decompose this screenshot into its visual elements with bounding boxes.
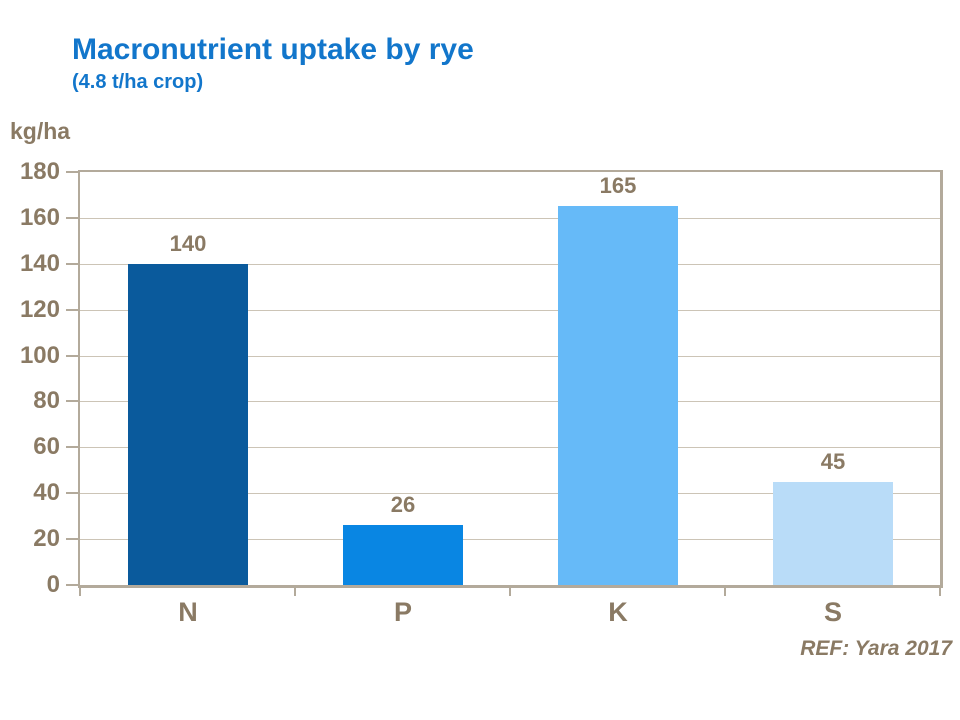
y-axis-label: 140 — [19, 250, 60, 277]
y-axis-label: 60 — [33, 433, 60, 460]
chart-subtitle: (4.8 t/ha crop) — [72, 71, 204, 93]
bar-value-label: 26 — [390, 492, 416, 517]
y-axis: 0 20 40 60 80 100 120 140 160 180 — [0, 158, 60, 598]
y-tick — [66, 263, 80, 265]
bar-value-label: 45 — [820, 449, 846, 474]
x-tick — [294, 588, 296, 596]
y-axis-label: 20 — [33, 525, 60, 552]
x-tick — [939, 588, 941, 596]
y-axis-label: 100 — [19, 342, 60, 369]
y-tick — [66, 492, 80, 494]
y-axis-label: 160 — [19, 204, 60, 231]
x-axis-label: N — [178, 597, 198, 627]
x-axis-label: S — [823, 597, 843, 627]
x-tick — [509, 588, 511, 596]
y-tick — [66, 355, 80, 357]
bar-value-label: 140 — [169, 231, 207, 256]
gridline — [80, 539, 940, 540]
y-axis-label: 80 — [33, 387, 60, 414]
y-tick — [66, 446, 80, 448]
plot-area: 140 26 165 45 — [78, 170, 943, 588]
y-axis-label: 180 — [19, 158, 60, 185]
gridline — [80, 493, 940, 494]
y-axis-label: 0 — [46, 571, 60, 598]
x-tick — [724, 588, 726, 596]
reference-text: REF: Yara 2017 — [800, 637, 952, 660]
gridline — [80, 218, 940, 219]
bar-K — [558, 206, 678, 585]
y-tick — [66, 309, 80, 311]
gridline — [80, 401, 940, 402]
gridline — [80, 356, 940, 357]
y-axis-unit-label: kg/ha — [10, 118, 71, 144]
x-tick — [79, 588, 81, 596]
gridline — [80, 447, 940, 448]
bar-value-label: 165 — [599, 173, 637, 198]
y-axis-label: 40 — [33, 479, 60, 506]
bar-P — [343, 525, 463, 585]
y-axis-label: 120 — [19, 296, 60, 323]
chart-title: Macronutrient uptake by rye — [72, 33, 474, 66]
y-tick — [66, 584, 80, 586]
y-tick — [66, 217, 80, 219]
x-axis-label: K — [608, 597, 628, 627]
x-axis-label: P — [393, 597, 413, 627]
gridline — [80, 264, 940, 265]
bar-N — [128, 264, 248, 585]
y-tick — [66, 400, 80, 402]
bar-S — [773, 482, 893, 585]
y-tick — [66, 171, 80, 173]
gridline — [80, 310, 940, 311]
y-tick — [66, 538, 80, 540]
